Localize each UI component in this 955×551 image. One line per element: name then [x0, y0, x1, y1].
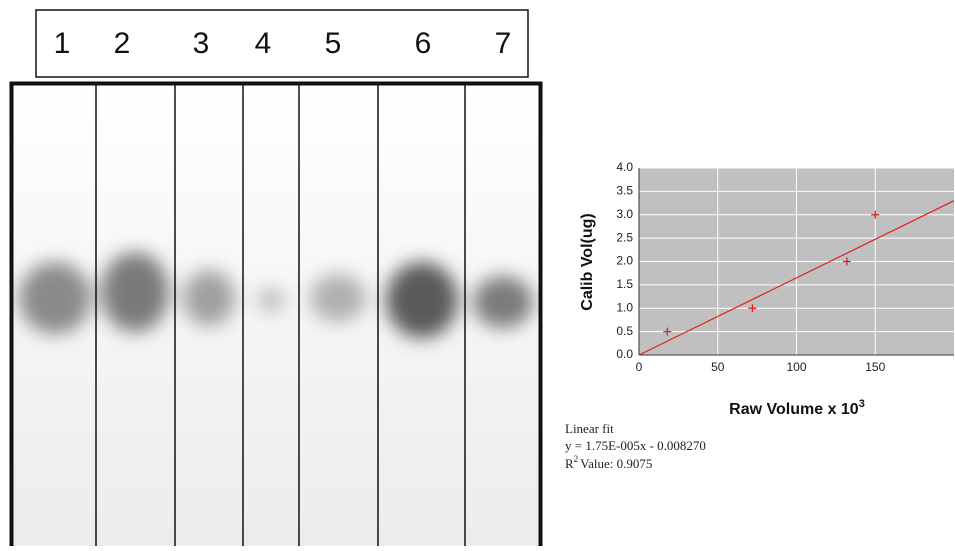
lane-label: 2 — [114, 27, 131, 60]
band — [101, 252, 169, 332]
r2-part: R — [565, 456, 574, 471]
x-axis-title-text: Raw Volume x 10 — [729, 401, 859, 418]
x-tick-label: 150 — [865, 360, 885, 374]
lane-label: 7 — [495, 27, 512, 60]
lane-label: 4 — [255, 27, 272, 60]
lane-label: 6 — [415, 27, 432, 60]
lane-label: 3 — [193, 27, 210, 60]
fit-title: Linear fit — [565, 421, 614, 436]
y-tick-label: 3.0 — [616, 207, 633, 221]
x-axis-title: Raw Volume x 103 — [729, 398, 865, 418]
page: 1 2 3 4 5 6 7 0.0 0.5 1.0 1.5 2.0 2.5 3.0 3.5 4.0 0 50 10… — [0, 0, 955, 546]
x-tick-label: 100 — [786, 360, 806, 374]
x-tick-label: 50 — [711, 360, 725, 374]
band — [257, 288, 285, 312]
lane-label: 1 — [54, 27, 71, 60]
band — [183, 270, 235, 326]
y-tick-label: 2.5 — [616, 230, 633, 244]
x-tick-label: 0 — [636, 360, 643, 374]
band — [19, 262, 91, 334]
r2-part: Value: 0.9075 — [580, 456, 652, 471]
y-tick-label: 2.0 — [616, 254, 633, 268]
lane-label: 5 — [325, 27, 342, 60]
y-tick-label: 3.5 — [616, 184, 633, 198]
lane-label-box — [36, 10, 528, 77]
y-tick-label: 4.0 — [616, 160, 633, 174]
x-axis-title-superscript: 3 — [859, 398, 865, 410]
gel — [10, 82, 542, 546]
chart: 0.0 0.5 1.0 1.5 2.0 2.5 3.0 3.5 4.0 0 50 100 150 Cali… — [565, 160, 954, 471]
band — [386, 262, 458, 338]
y-tick-label: 0.5 — [616, 324, 633, 338]
band — [473, 276, 533, 328]
gel-background — [10, 82, 542, 546]
band — [310, 274, 366, 322]
y-axis-title: Calib Vol(ug) — [579, 213, 596, 310]
y-tick-label: 1.5 — [616, 277, 633, 291]
y-tick-label: 0.0 — [616, 347, 633, 361]
y-tick-label: 1.0 — [616, 300, 633, 314]
fit-equation: y = 1.75E-005x - 0.008270 — [565, 438, 706, 453]
r2-part: 2 — [574, 454, 579, 464]
